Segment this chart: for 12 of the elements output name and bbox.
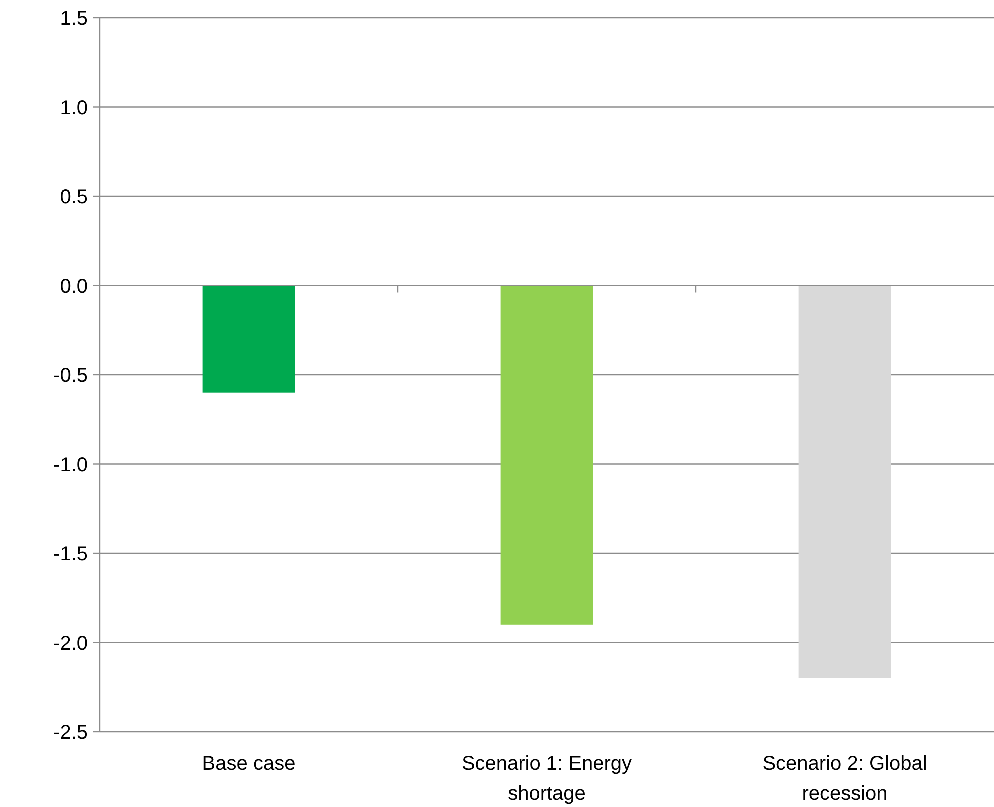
x-tick-label: Base case: [202, 753, 296, 775]
y-tick-label: -1.0: [54, 454, 88, 476]
y-tick-label: 0.0: [60, 276, 88, 298]
y-tick-label: -1.5: [54, 544, 88, 566]
y-tick-label: 0.5: [60, 186, 88, 208]
y-tick-label: 1.0: [60, 97, 88, 120]
y-tick-label: 1.5: [60, 8, 88, 30]
y-tick-label: -2.5: [54, 722, 88, 744]
y-tick-label: -0.5: [54, 365, 88, 387]
x-tick-label: Scenario 2: Global recession: [762, 753, 928, 805]
x-tick-label: Scenario 1: Energy shortage: [462, 753, 632, 805]
y-tick-label: -2.0: [54, 632, 88, 655]
